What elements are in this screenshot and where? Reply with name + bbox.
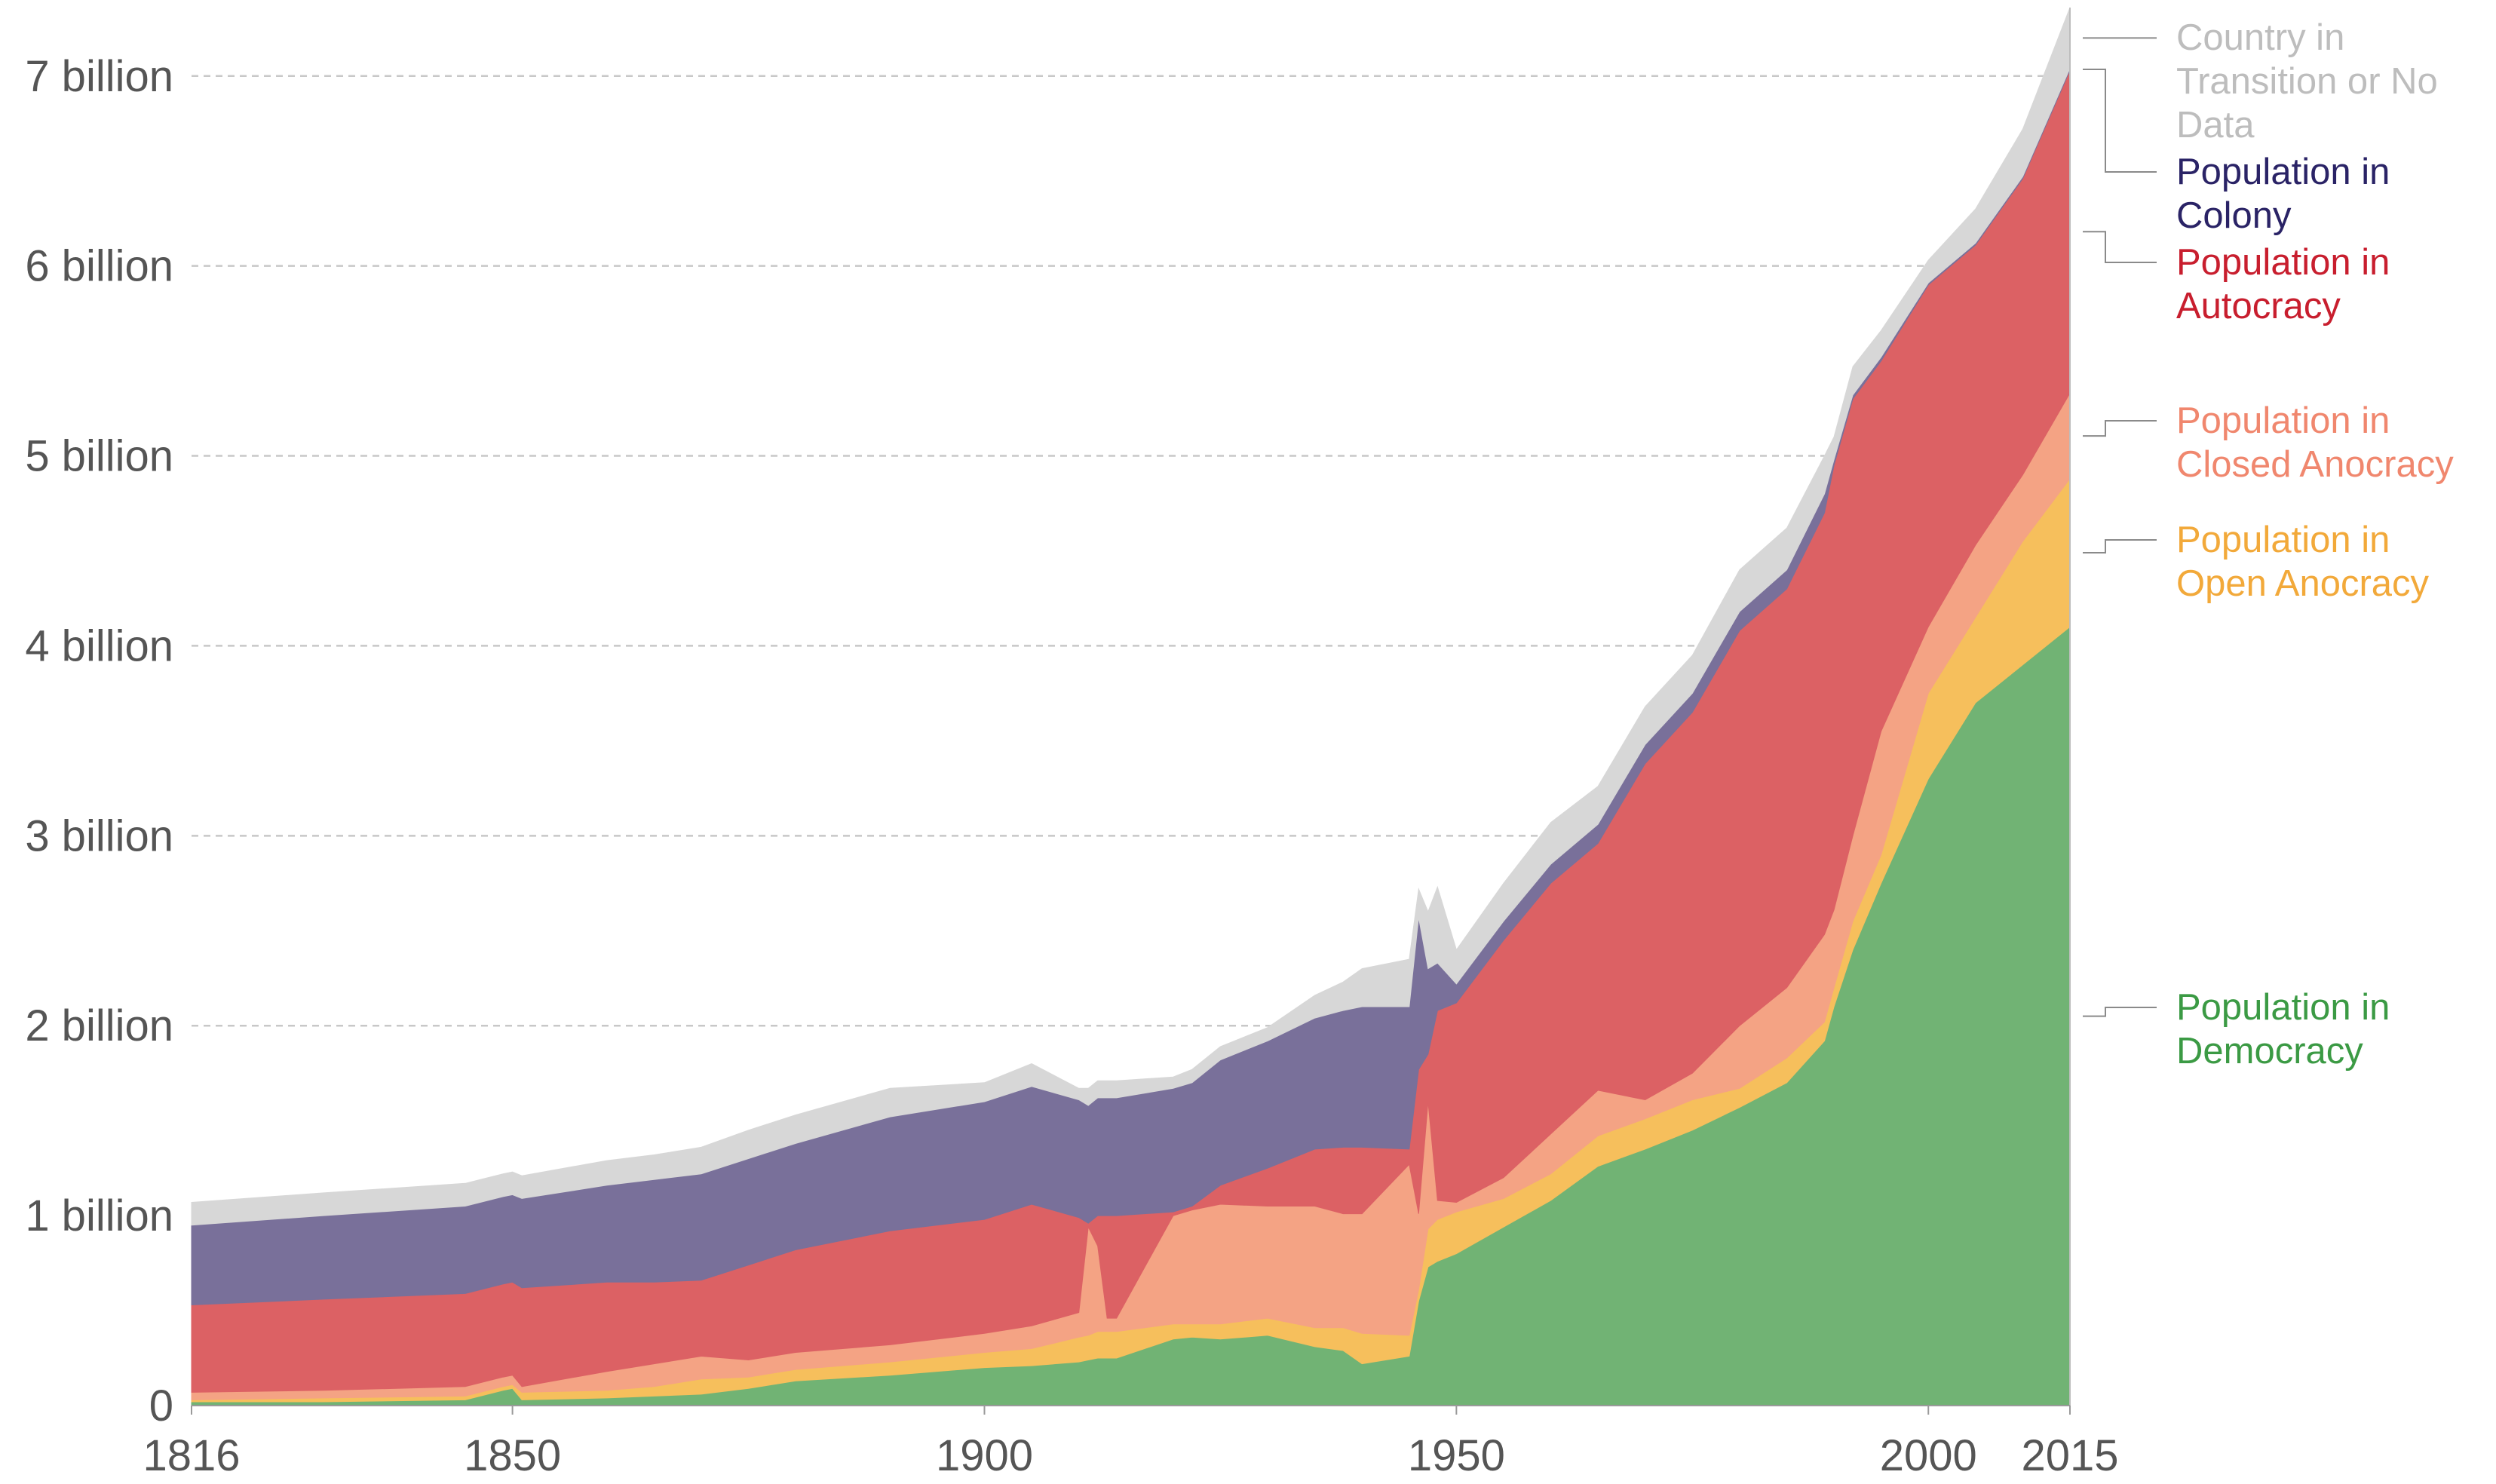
axes: 0 1 billion 2 billion 3 billion 4 billion 5 b… <box>25 8 2119 1480</box>
legend-label: Population in <box>2176 152 2390 192</box>
y-tick-label: 3 billion <box>25 811 173 860</box>
y-tick-label: 0 <box>149 1381 173 1430</box>
legend-connector <box>2083 1007 2157 1017</box>
y-tick-label: 5 billion <box>25 432 173 481</box>
x-tick-label: 1850 <box>464 1431 561 1480</box>
x-tick-label: 1950 <box>1408 1431 1505 1480</box>
x-tick-label: 1816 <box>143 1431 240 1480</box>
legend-label: Colony <box>2176 195 2292 236</box>
legend-label: Population in <box>2176 400 2390 441</box>
legend-label: Democracy <box>2176 1031 2363 1072</box>
legend-label: Open Anocracy <box>2176 563 2430 604</box>
legend-label: Population in <box>2176 520 2390 560</box>
area-series <box>191 7 2071 1406</box>
legend-label: Population in <box>2176 987 2390 1028</box>
y-tick-label: 6 billion <box>25 242 173 291</box>
legend-label: Country in <box>2176 17 2344 58</box>
y-tick-label: 7 billion <box>25 52 173 101</box>
legend-connector <box>2083 68 2157 173</box>
legend-label: Data <box>2176 105 2255 146</box>
legend-connector <box>2083 420 2157 437</box>
legend-label: Transition or No <box>2176 61 2438 102</box>
x-tick-label: 1900 <box>936 1431 1033 1480</box>
x-tick-label: 2000 <box>1880 1431 1977 1480</box>
legend-label: Population in <box>2176 242 2390 283</box>
y-tick-label: 1 billion <box>25 1191 173 1240</box>
y-tick-label: 4 billion <box>25 621 173 670</box>
y-tick-label: 2 billion <box>25 1001 173 1050</box>
legend-label: Autocracy <box>2176 286 2341 327</box>
x-tick-label: 2015 <box>2021 1431 2118 1480</box>
legend-connector <box>2083 231 2157 263</box>
legend-connector <box>2083 539 2157 554</box>
legend-label: Closed Anocracy <box>2176 444 2454 485</box>
